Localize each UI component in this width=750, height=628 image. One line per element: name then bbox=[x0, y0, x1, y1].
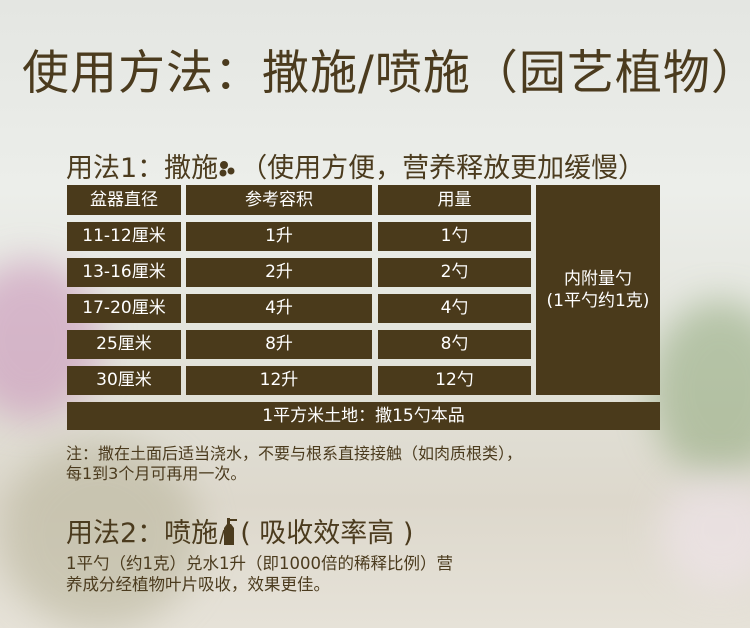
spoon-note-line: 内附量勺 bbox=[564, 268, 632, 289]
table-cell: 13-16厘米 bbox=[67, 258, 181, 287]
table-cell: 12勺 bbox=[378, 366, 531, 395]
table-cell: 2勺 bbox=[378, 258, 531, 287]
method2-heading: 用法2：喷施 ( 吸收效率高 ) bbox=[66, 511, 413, 553]
spoon-note-line: (1平勺约1克) bbox=[546, 291, 650, 311]
background-leaves bbox=[650, 300, 750, 480]
table-cell: 12升 bbox=[186, 366, 372, 395]
method2-desc: ( 吸收效率高 ) bbox=[240, 518, 414, 549]
table-cell: 4勺 bbox=[378, 294, 531, 323]
table-header: 用量 bbox=[378, 185, 531, 215]
method2-text-line: 养成分经植物叶片吸收，效果更佳。 bbox=[66, 575, 330, 594]
table-footer: 1平方米土地：撒15勺本品 bbox=[67, 402, 660, 430]
table-cell: 8勺 bbox=[378, 330, 531, 359]
table-cell: 17-20厘米 bbox=[67, 294, 181, 323]
table-cell: 4升 bbox=[186, 294, 372, 323]
method2-text-line: 1平勺（约1克）兑水1升（即1000倍的稀释比例）营 bbox=[66, 554, 453, 573]
table-cell: 8升 bbox=[186, 330, 372, 359]
granules-icon bbox=[218, 154, 240, 185]
page-title: 使用方法：撒施/喷施（园艺植物） bbox=[22, 46, 750, 101]
method1-heading: 用法1：撒施 （使用方便，营养释放更加缓慢） bbox=[66, 146, 645, 185]
table-cell: 1升 bbox=[186, 222, 372, 251]
table-cell: 2升 bbox=[186, 258, 372, 287]
note-line: 每1到3个月可再用一次。 bbox=[66, 464, 247, 483]
method1-desc: （使用方便，营养释放更加缓慢） bbox=[240, 153, 646, 184]
method1-label: 用法1：撒施 bbox=[66, 153, 219, 184]
background-pot bbox=[0, 440, 200, 628]
table-header: 盆器直径 bbox=[67, 185, 181, 215]
note-line: 注：撒在土面后适当浇水，不要与根系直接接触（如肉质根类）， bbox=[66, 444, 523, 463]
method2-label: 用法2：喷施 bbox=[66, 518, 219, 549]
table-header: 参考容积 bbox=[186, 185, 372, 215]
background-flowers-right bbox=[660, 470, 750, 590]
table-cell: 25厘米 bbox=[67, 330, 181, 359]
table-cell: 30厘米 bbox=[67, 366, 181, 395]
table-cell: 1勺 bbox=[378, 222, 531, 251]
table-cell: 11-12厘米 bbox=[67, 222, 181, 251]
spoon-note: 内附量勺 (1平勺约1克) bbox=[536, 185, 660, 395]
spray-bottle-icon bbox=[218, 516, 240, 553]
